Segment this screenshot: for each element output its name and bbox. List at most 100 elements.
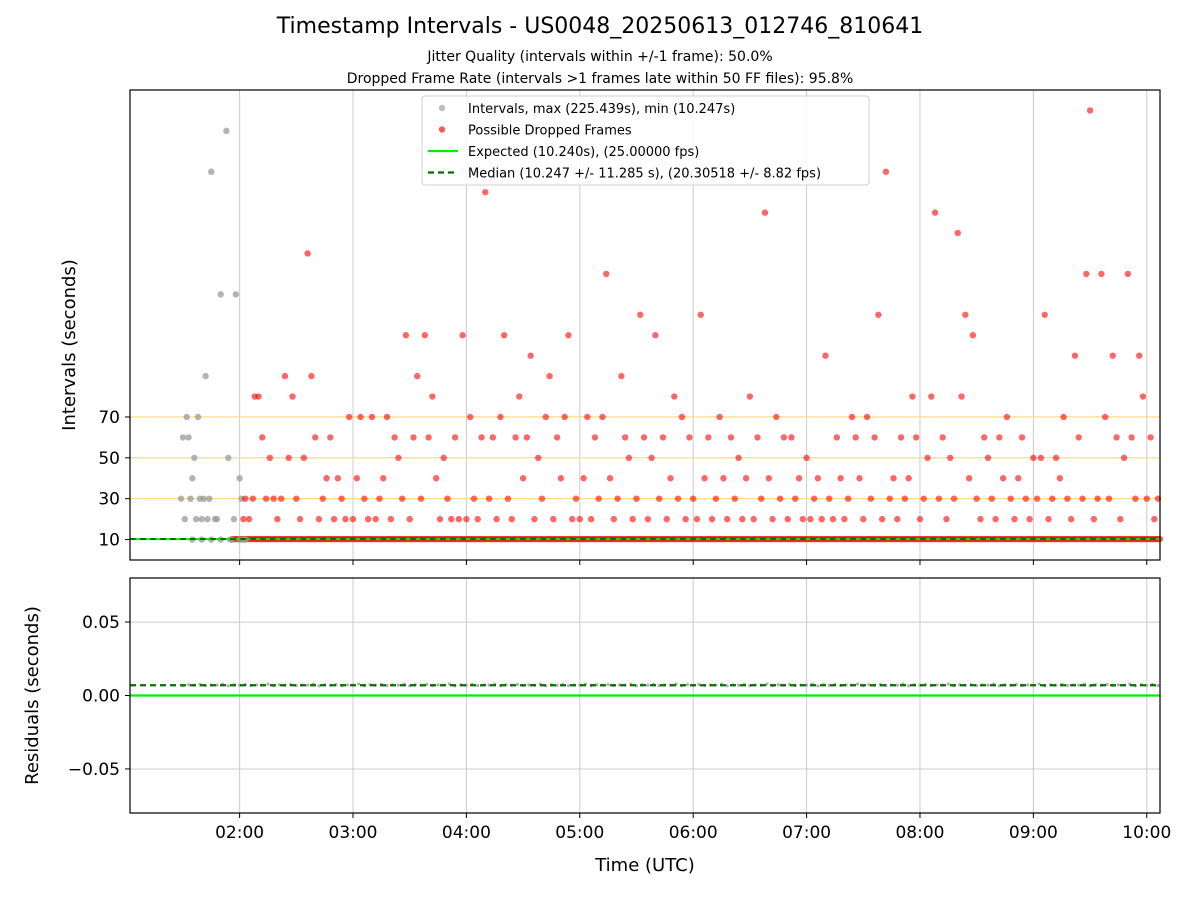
dropped-frame-point [1041, 311, 1048, 318]
dropped-frame-point [954, 229, 961, 237]
dropped-frame-point [833, 434, 841, 441]
dropped-frame-point [1030, 454, 1037, 462]
residual-point [1105, 682, 1109, 687]
residual-point [765, 682, 769, 686]
dropped-frame-point [357, 413, 364, 421]
dropped-frame-point [981, 434, 988, 441]
dropped-frame-point [391, 434, 398, 441]
dropped-frame-point [463, 515, 470, 523]
dropped-frame-point [512, 434, 519, 441]
dropped-frame-point [663, 515, 670, 523]
dropped-frame-point [323, 475, 330, 482]
dropped-frame-point [557, 475, 565, 482]
dropped-frame-point [383, 413, 391, 421]
dropped-frame-point [1139, 393, 1147, 400]
residual-point [527, 683, 531, 687]
dropped-frame-point [655, 495, 663, 502]
dropped-frame-point [1022, 495, 1030, 502]
interval-point [181, 515, 189, 523]
dropped-frame-point [504, 495, 512, 502]
dropped-frame-point [667, 475, 674, 482]
dropped-frame-point [402, 332, 410, 339]
dropped-frame-point [406, 515, 413, 523]
dropped-frame-point [841, 515, 848, 523]
dropped-frame-point [621, 434, 629, 441]
dropped-frame-point [1064, 495, 1071, 502]
intervals-plot-frame [129, 89, 1161, 561]
dropped-frame-point [474, 515, 481, 523]
dropped-frame-point [860, 515, 867, 523]
dropped-frame-point [1090, 515, 1098, 523]
dropped-frame-point [856, 475, 863, 482]
dropped-frame-point [708, 515, 716, 523]
dropped-frame-point [451, 434, 459, 441]
dropped-frame-point [758, 495, 765, 502]
y-tick-label: 10 [98, 531, 120, 551]
interval-point [177, 495, 185, 502]
dropped-frame-point [947, 454, 954, 462]
dropped-frame-point [266, 454, 274, 462]
dropped-frame-point [962, 311, 969, 318]
dropped-frame-point [731, 495, 738, 502]
dropped-frame-point [319, 495, 326, 502]
dropped-frame-point [595, 495, 602, 502]
dropped-frame-point [327, 434, 334, 441]
dropped-frame-point [421, 332, 429, 339]
dropped-frame-point [618, 372, 625, 380]
dropped-frame-point [1098, 270, 1105, 278]
dropped-frame-point [826, 495, 833, 502]
dropped-frame-point [784, 515, 791, 523]
interval-point [183, 413, 190, 421]
dropped-frame-point [304, 250, 311, 257]
dropped-frame-point [640, 434, 648, 441]
dropped-frame-point [535, 454, 542, 462]
dropped-frame-point [478, 434, 485, 441]
residual-point [317, 684, 321, 688]
dropped-frame-point [931, 209, 939, 216]
x-tick-label: 02:00 [215, 823, 264, 843]
dropped-frame-point [671, 393, 678, 400]
interval-point [179, 434, 187, 441]
dropped-frame-point [580, 475, 587, 482]
dropped-frame-point [935, 495, 943, 502]
interval-point [202, 372, 209, 380]
dropped-frame-point [1056, 475, 1064, 482]
dropped-frame-point [259, 434, 266, 441]
dropped-frame-point [965, 475, 973, 482]
dropped-frame-point [943, 515, 950, 523]
dropped-frame-point [296, 515, 304, 523]
residual-point [385, 683, 389, 688]
interval-point [200, 495, 207, 502]
dropped-frame-point [482, 188, 489, 196]
dropped-frame-point [429, 393, 436, 400]
residual-point [816, 684, 820, 688]
dropped-frame-point [501, 332, 508, 339]
dropped-frame-point [924, 454, 931, 462]
interval-point [185, 434, 192, 441]
dropped-frame-point [1124, 270, 1132, 278]
dropped-frame-point [844, 495, 852, 502]
dropped-frame-point [448, 515, 455, 523]
dropped-frame-point [999, 475, 1007, 482]
dropped-frame-point [565, 332, 572, 339]
residual-point [215, 683, 219, 687]
residual-point [266, 682, 270, 686]
dropped-frame-point [1033, 495, 1041, 502]
dropped-frame-point [1132, 495, 1139, 502]
dropped-frame-point [576, 515, 583, 523]
dropped-frame-point [625, 454, 633, 462]
dropped-frame-point [277, 495, 285, 502]
dropped-frame-point [720, 475, 727, 482]
residual-point [476, 683, 480, 688]
dropped-frame-point [516, 393, 523, 400]
dropped-frame-point [814, 475, 822, 482]
dropped-frame-point [773, 413, 780, 421]
dropped-frame-point [315, 515, 323, 523]
residual-point [725, 684, 729, 688]
dropped-frame-point [542, 413, 549, 421]
y-tick-label: −0.05 [68, 760, 120, 780]
residual-point [357, 682, 361, 686]
dropped-frame-point [1147, 434, 1154, 441]
dropped-frame-point [739, 515, 746, 523]
dropped-frame-point [878, 515, 886, 523]
